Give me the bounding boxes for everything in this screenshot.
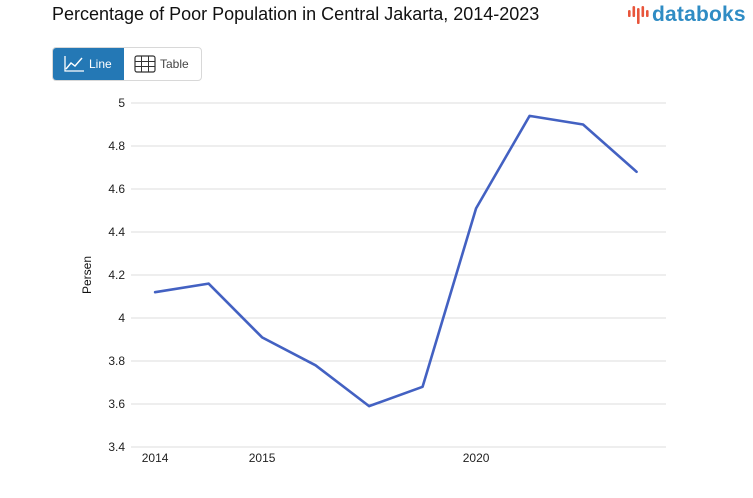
y-tick-label: 4.8 <box>108 139 125 153</box>
databoks-logo-icon <box>628 6 649 24</box>
databoks-logo: databoks <box>627 3 746 27</box>
table-view-label: Table <box>160 57 189 71</box>
gridlines <box>131 102 666 448</box>
table-view-button[interactable]: Table <box>124 48 201 80</box>
y-tick-label: 4.2 <box>108 268 125 282</box>
y-tick-label: 3.8 <box>108 354 125 368</box>
series-line <box>153 114 638 408</box>
data-point[interactable] <box>203 278 215 290</box>
y-tick-label: 3.6 <box>108 397 125 411</box>
data-series <box>149 110 643 412</box>
y-tick-label: 4.6 <box>108 182 125 196</box>
data-point[interactable] <box>256 331 268 343</box>
line-chart-icon <box>64 56 84 72</box>
view-toggle: Line Table <box>52 47 202 81</box>
y-tick-label: 4 <box>118 311 125 325</box>
data-point[interactable] <box>524 110 536 122</box>
databoks-wordmark: databoks <box>652 3 746 26</box>
table-grid-icon <box>134 55 156 73</box>
data-point[interactable] <box>363 400 375 412</box>
data-point[interactable] <box>577 119 589 131</box>
data-point[interactable] <box>310 359 322 371</box>
y-axis-ticks: 3.4 3.6 3.8 4 4.2 4.4 4.6 4.8 5 <box>108 96 125 454</box>
x-tick-label: 2015 <box>249 451 276 465</box>
y-tick-label: 5 <box>118 96 125 110</box>
x-tick-label: 2014 <box>142 451 169 465</box>
chart-title: Percentage of Poor Population in Central… <box>52 4 540 24</box>
line-view-button[interactable]: Line <box>53 48 124 80</box>
data-point[interactable] <box>149 286 161 298</box>
y-tick-label: 3.4 <box>108 440 125 454</box>
y-axis-label: Persen <box>80 256 94 294</box>
x-tick-label: 2020 <box>463 451 490 465</box>
line-view-label: Line <box>89 57 112 71</box>
x-axis-ticks: 2014 2015 2020 <box>142 451 490 465</box>
data-point[interactable] <box>470 202 482 214</box>
y-tick-label: 4.4 <box>108 225 125 239</box>
data-point[interactable] <box>631 166 643 178</box>
data-point[interactable] <box>417 381 429 393</box>
